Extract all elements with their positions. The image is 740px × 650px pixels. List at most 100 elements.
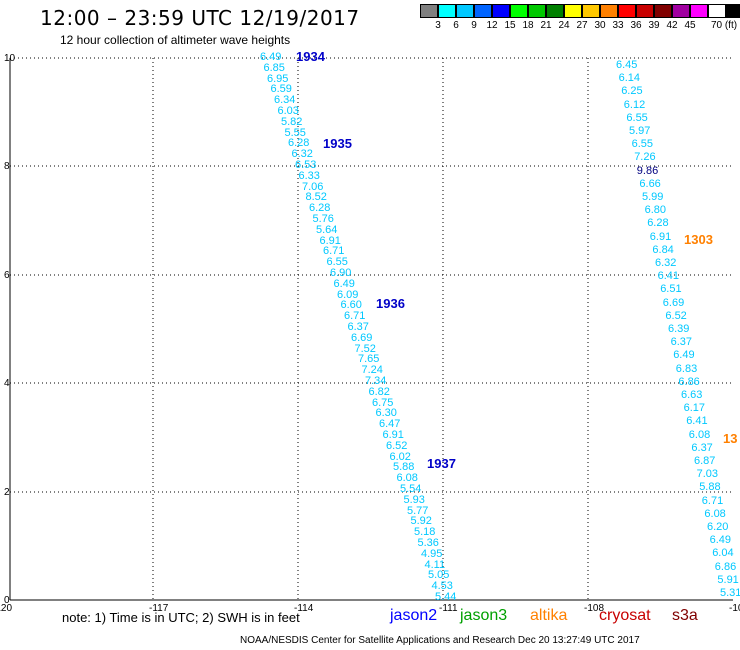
wave-height-value: 7.65 bbox=[358, 353, 380, 366]
wave-height-value: 5.97 bbox=[629, 125, 651, 137]
y-tick-label: 6 bbox=[4, 270, 10, 281]
wave-height-value: 6.71 bbox=[701, 494, 724, 507]
wave-height-value: 6.83 bbox=[675, 362, 698, 375]
wave-height-value: 5.54 bbox=[400, 483, 422, 495]
wave-height-value: 6.69 bbox=[662, 296, 685, 309]
satellite-label: cryosat bbox=[599, 607, 651, 624]
wave-height-value: 6.69 bbox=[351, 331, 373, 344]
wave-height-value: 6.63 bbox=[681, 389, 703, 401]
legend-label: 30 bbox=[594, 20, 606, 31]
wave-height-value: 6.86 bbox=[714, 560, 737, 573]
wave-height-value: 6.28 bbox=[647, 217, 669, 230]
legend-label: 12 bbox=[486, 20, 498, 31]
wave-height-value: 6.90 bbox=[330, 267, 352, 279]
wave-height-value: 6.55 bbox=[326, 256, 348, 269]
wave-height-value: 5.44 bbox=[435, 591, 457, 603]
legend-swatch bbox=[654, 4, 672, 18]
wave-height-value: 6.80 bbox=[644, 204, 667, 217]
x-tick-label: -114 bbox=[294, 603, 314, 614]
legend-swatch bbox=[618, 4, 636, 18]
wave-height-value: 7.06 bbox=[302, 180, 324, 193]
legend-swatch bbox=[564, 4, 582, 18]
pass-time-label: 1934 bbox=[296, 49, 325, 64]
wave-height-value: 5.36 bbox=[417, 537, 439, 549]
legend-swatch bbox=[456, 4, 474, 18]
wave-height-value: 6.33 bbox=[298, 169, 320, 182]
x-tick-label: -108 bbox=[584, 603, 605, 614]
wave-height-value: 6.20 bbox=[707, 521, 729, 533]
wave-height-value: 6.32 bbox=[291, 148, 313, 161]
legend-swatch bbox=[528, 4, 546, 18]
wave-height-value: 4.53 bbox=[431, 580, 453, 593]
wave-height-value: 6.59 bbox=[270, 83, 292, 96]
wave-height-value: 6.08 bbox=[688, 428, 711, 441]
pass-time-label: 1937 bbox=[427, 456, 456, 471]
wave-height-value: 6.34 bbox=[274, 94, 296, 107]
wave-height-value: 6.91 bbox=[382, 429, 404, 441]
legend-swatch bbox=[510, 4, 528, 18]
y-tick-label: 2 bbox=[4, 487, 10, 498]
map-plot bbox=[9, 57, 733, 601]
wave-height-value: 5.99 bbox=[642, 191, 664, 203]
pass-time-label: 13 bbox=[723, 431, 738, 446]
wave-height-value: 6.37 bbox=[347, 321, 369, 333]
wave-height-value: 9.86 bbox=[636, 164, 659, 177]
wave-height-value: 6.12 bbox=[623, 98, 646, 111]
legend-swatch bbox=[600, 4, 618, 18]
wave-height-value: 6.49 bbox=[260, 51, 282, 63]
wave-height-value: 6.71 bbox=[323, 245, 345, 258]
wave-height-value: 6.37 bbox=[691, 441, 713, 454]
wave-height-value: 6.28 bbox=[309, 202, 331, 215]
pass-time-label: 1935 bbox=[323, 136, 352, 151]
legend-swatch bbox=[438, 4, 456, 18]
wave-height-value: 6.84 bbox=[652, 243, 674, 256]
wave-height-value: 6.60 bbox=[340, 299, 362, 312]
legend-label: 33 bbox=[612, 20, 624, 31]
legend-label: 24 bbox=[558, 20, 570, 31]
x-tick-label: -120 bbox=[0, 603, 13, 614]
satellite-label: jason2 bbox=[390, 607, 438, 624]
wave-height-value: 5.88 bbox=[699, 481, 721, 494]
wave-height-value: 6.02 bbox=[389, 450, 411, 463]
wave-height-value: 6.51 bbox=[660, 283, 682, 296]
wave-height-value: 6.91 bbox=[649, 230, 672, 243]
wave-height-value: 6.17 bbox=[683, 402, 706, 415]
footer-credit: NOAA/NESDIS Center for Satellite Applica… bbox=[240, 635, 640, 646]
legend-label: 18 bbox=[522, 20, 534, 31]
wave-height-value: 7.52 bbox=[354, 342, 376, 355]
pass-time-label: 1303 bbox=[684, 232, 713, 247]
wave-height-value: 7.26 bbox=[634, 151, 656, 164]
legend-swatch bbox=[492, 4, 510, 18]
legend-label: 42 bbox=[666, 20, 678, 31]
wave-height-value: 5.77 bbox=[407, 504, 429, 517]
satellite-label: altika bbox=[530, 607, 568, 624]
wave-height-value: 6.52 bbox=[665, 309, 687, 322]
wave-height-value: 6.52 bbox=[386, 439, 408, 452]
legend-label: 39 bbox=[648, 20, 660, 31]
wave-height-value: 6.49 bbox=[333, 277, 355, 290]
legend-label: 70 (ft) bbox=[710, 20, 738, 31]
legend-swatch bbox=[672, 4, 690, 18]
map-subtitle: 12 hour collection of altimeter wave hei… bbox=[60, 33, 291, 47]
legend-swatch bbox=[690, 4, 708, 18]
wave-height-value: 6.08 bbox=[704, 507, 726, 520]
wave-height-value: 6.95 bbox=[267, 72, 289, 85]
wave-height-value: 6.49 bbox=[709, 534, 732, 547]
x-tick-label: -111 bbox=[439, 603, 458, 614]
wave-height-value: 6.39 bbox=[668, 323, 690, 335]
wave-height-value: 6.55 bbox=[626, 111, 648, 124]
y-tick-label: 10 bbox=[4, 53, 16, 64]
wave-height-value: 6.09 bbox=[337, 288, 359, 301]
wave-height-value: 4.11 bbox=[424, 558, 446, 571]
legend-label: 3 bbox=[435, 20, 441, 31]
wave-height-value: 5.91 bbox=[717, 573, 739, 586]
x-tick-label: -10 bbox=[729, 603, 740, 614]
wave-height-value: 8.52 bbox=[305, 191, 327, 204]
x-tick-label: -117 bbox=[149, 603, 169, 614]
wave-height-value: 4.95 bbox=[421, 547, 443, 560]
wave-height-value: 6.91 bbox=[319, 234, 341, 247]
wave-height-value: 6.55 bbox=[631, 138, 654, 151]
wave-height-value: 6.41 bbox=[686, 415, 708, 428]
y-tick-label: 8 bbox=[4, 161, 10, 172]
wave-height-value: 7.03 bbox=[696, 468, 719, 481]
